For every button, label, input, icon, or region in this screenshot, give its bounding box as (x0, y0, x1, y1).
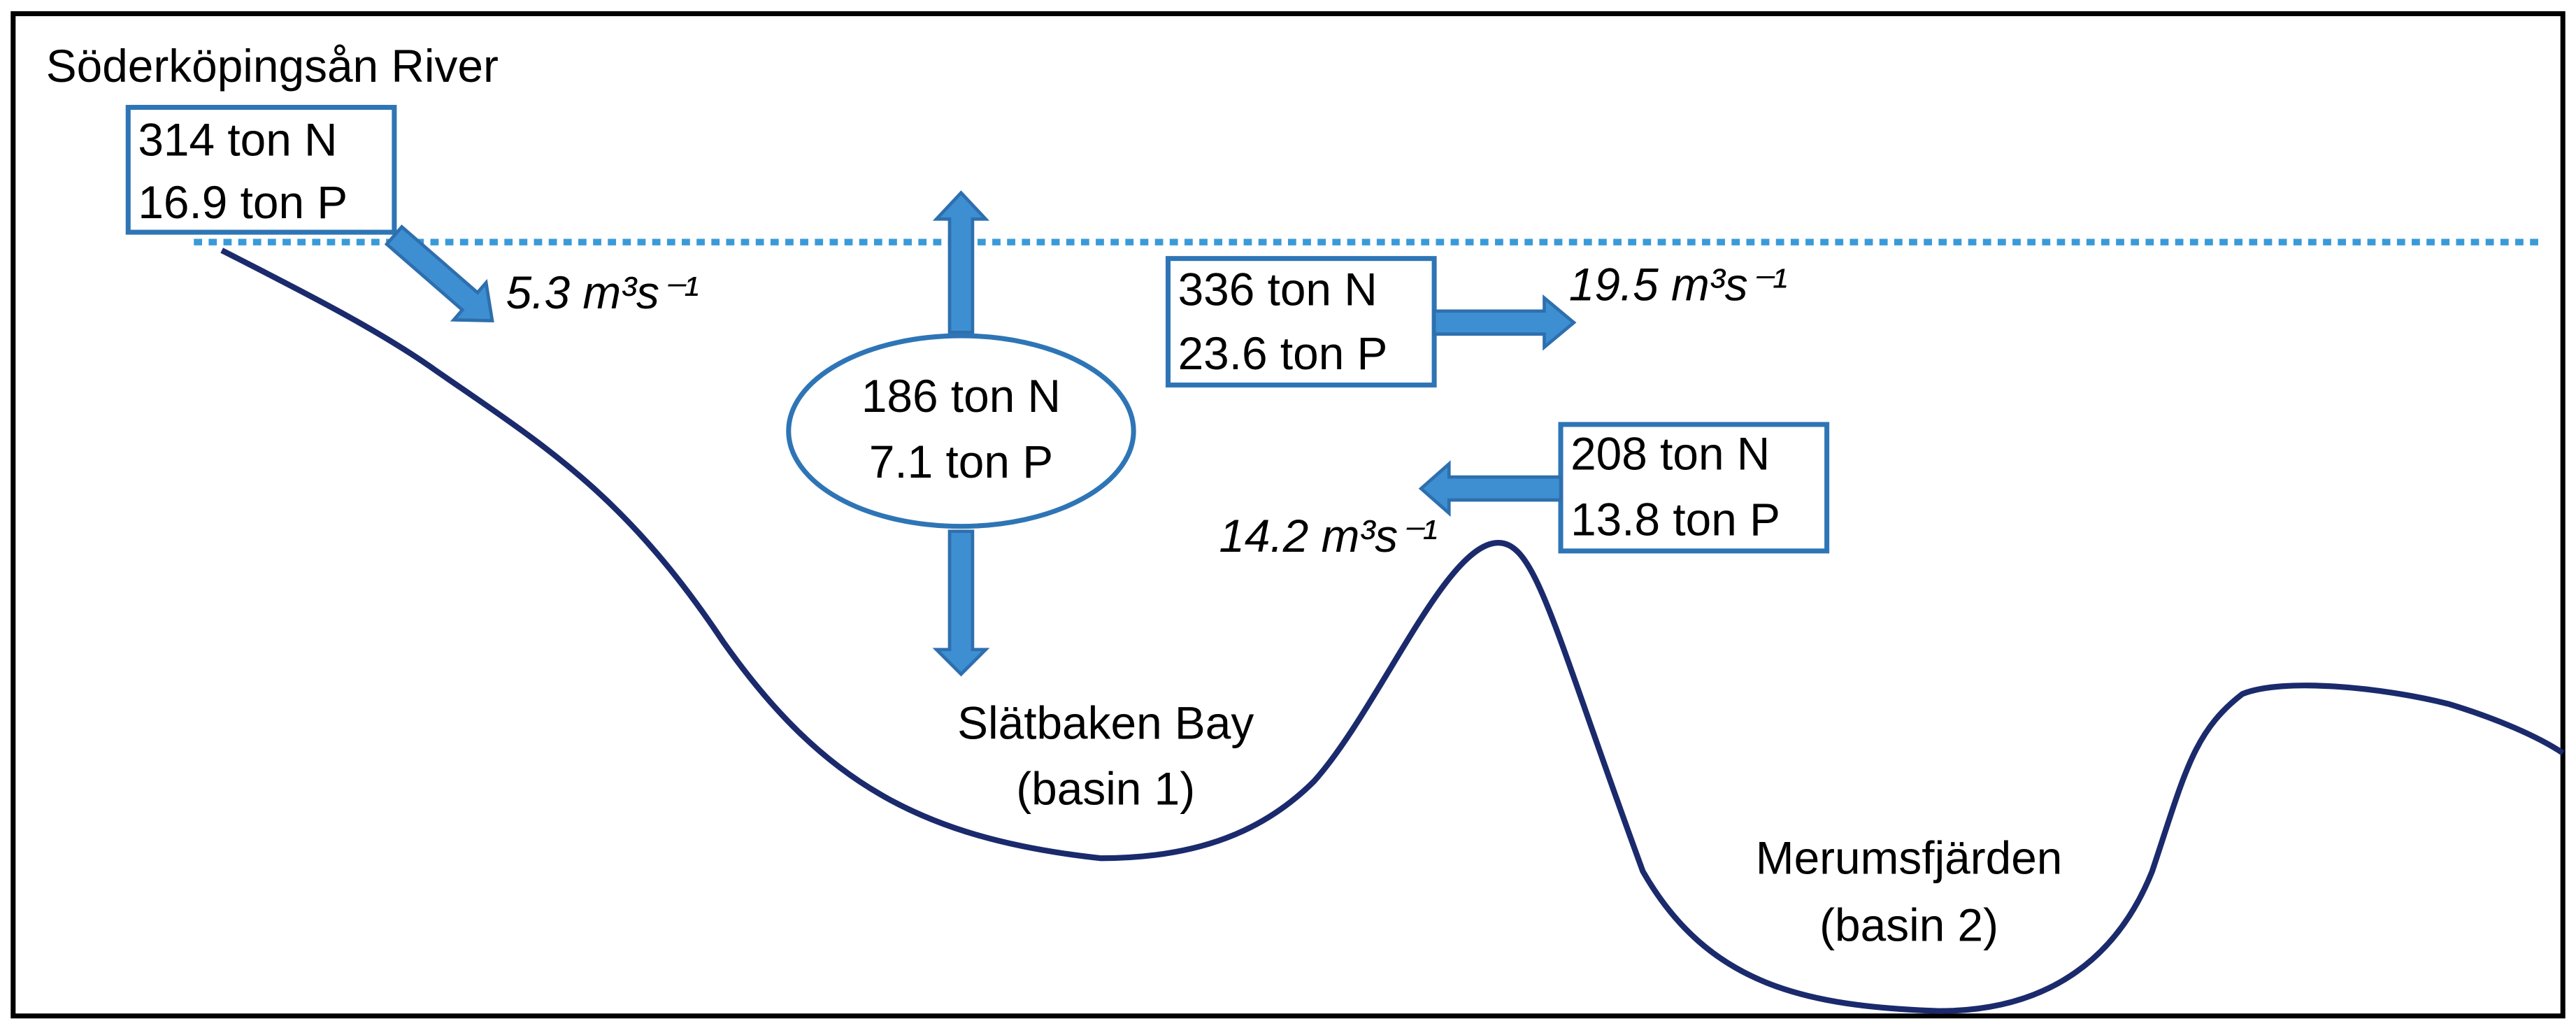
inflow-phosphorus: 13.8 ton P (1570, 493, 1780, 545)
basin-label: (basin 1) (1016, 763, 1195, 815)
inflow-arrow (1418, 460, 1563, 517)
inflow-nitrogen: 208 ton N (1570, 427, 1770, 479)
inflow-box (1558, 422, 1830, 554)
river-phosphorus: 16.9 ton P (138, 176, 348, 228)
exchange-phosphorus: 7.1 ton P (869, 436, 1053, 487)
exchange-ellipse (786, 333, 1136, 529)
exchange-nitrogen: 186 ton N (861, 370, 1061, 422)
river-nitrogen: 314 ton N (138, 114, 337, 166)
outflow-box (1165, 256, 1437, 388)
river-arrow (384, 224, 494, 322)
basin-name: Slätbaken Bay (957, 697, 1254, 749)
outflow-arrow (1432, 294, 1577, 351)
up-arrow (932, 190, 990, 334)
basin-name: Merumsfjärden (1756, 831, 2063, 883)
basin-label: (basin 2) (1819, 899, 1998, 951)
outflow-phosphorus: 23.6 ton P (1178, 327, 1388, 379)
river-flow: 5.3 m³s⁻¹ (506, 266, 699, 318)
down-arrow (932, 529, 990, 677)
outflow-nitrogen: 336 ton N (1178, 263, 1378, 315)
outflow-flow: 19.5 m³s⁻¹ (1569, 258, 1787, 310)
inflow-flow: 14.2 m³s⁻¹ (1219, 510, 1437, 562)
frame (10, 11, 2566, 1019)
river-label: Söderköpingsån River (46, 40, 499, 92)
river-box (125, 104, 397, 235)
seabed-profile (220, 248, 2565, 1014)
